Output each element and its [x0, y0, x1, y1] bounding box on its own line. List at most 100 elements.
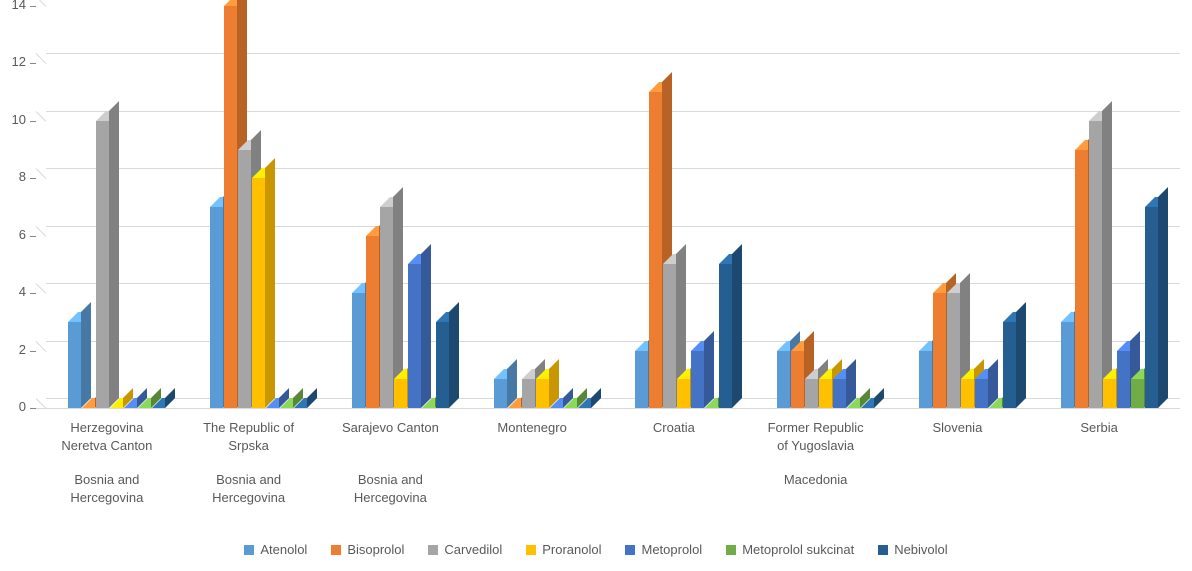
legend-item-carvedilol: Carvedilol: [428, 542, 502, 557]
legend-label: Metoprolol sukcinat: [742, 542, 854, 557]
y-tick: [30, 63, 36, 64]
bar-proranolol: [536, 379, 549, 408]
x-label-primary: Former Republic: [745, 420, 887, 436]
bar-side: [704, 331, 714, 408]
x-label-secondary: Hercegovina: [320, 490, 462, 506]
legend-item-metoprolol: Metoprolol: [625, 542, 702, 557]
x-label-secondary: Bosnia and: [36, 472, 178, 488]
y-tick: [30, 236, 36, 237]
gridline-depth: [36, 0, 47, 7]
bar-nebivolol: [436, 322, 449, 408]
bar-atenolol: [777, 351, 790, 408]
x-label-primary: Serbia: [1028, 420, 1170, 436]
y-axis-label: 2: [0, 342, 26, 357]
y-axis-label: 8: [0, 169, 26, 184]
bar-metoprolol: [691, 351, 704, 408]
bar-metoprolol: [975, 379, 988, 408]
bar-proranolol: [1103, 379, 1116, 408]
bar-carvedilol: [522, 379, 535, 408]
bar-atenolol: [494, 379, 507, 408]
floor-back-line: [36, 408, 1180, 409]
gridline-depth: [36, 54, 47, 65]
gridline-depth: [36, 226, 47, 237]
bar-carvedilol: [805, 379, 818, 408]
bar-proranolol: [677, 379, 690, 408]
bar-side: [165, 388, 175, 408]
legend-swatch: [526, 545, 536, 555]
bar-nebivolol: [1145, 207, 1158, 408]
x-label-primary: Herzegovina: [36, 420, 178, 436]
legend-item-met_sukc: Metoprolol sukcinat: [726, 542, 854, 557]
legend-label: Metoprolol: [641, 542, 702, 557]
bar-atenolol: [68, 322, 81, 408]
bar-nebivolol: [719, 264, 732, 408]
bar-proranolol: [394, 379, 407, 408]
y-axis-label: 10: [0, 112, 26, 127]
legend-label: Proranolol: [542, 542, 601, 557]
gridline-depth: [36, 168, 47, 179]
x-label-primary: Srpska: [178, 438, 320, 454]
legend-swatch: [428, 545, 438, 555]
y-tick: [30, 121, 36, 122]
legend-item-proranolol: Proranolol: [526, 542, 601, 557]
bar-bisoprolol: [933, 293, 946, 408]
bar-side: [1016, 302, 1026, 408]
bar-nebivolol: [1003, 322, 1016, 408]
bar-bisoprolol: [791, 351, 804, 408]
bar-atenolol: [352, 293, 365, 408]
bar-atenolol: [210, 207, 223, 408]
bar-carvedilol: [947, 293, 960, 408]
y-tick: [30, 178, 36, 179]
bar-bisoprolol: [1075, 150, 1088, 408]
gridline: [46, 111, 1180, 112]
bar-metoprolol: [408, 264, 421, 408]
bar-carvedilol: [663, 264, 676, 408]
bar-met_sukc: [1131, 379, 1144, 408]
bar-metoprolol: [833, 379, 846, 408]
x-label-primary: Neretva Canton: [36, 438, 178, 454]
x-label-primary: The Republic of: [178, 420, 320, 436]
bar-side: [732, 244, 742, 408]
bar-side: [449, 302, 459, 408]
gridline-depth: [36, 283, 47, 294]
bar-carvedilol: [238, 150, 251, 408]
y-axis-label: 14: [0, 0, 26, 12]
gridline: [46, 53, 1180, 54]
y-tick: [30, 351, 36, 352]
bar-bisoprolol: [366, 236, 379, 408]
bar-side: [1102, 101, 1112, 408]
legend-swatch: [244, 545, 254, 555]
legend-swatch: [331, 545, 341, 555]
bar-carvedilol: [380, 207, 393, 408]
x-label-primary: Slovenia: [887, 420, 1029, 436]
y-tick: [30, 6, 36, 7]
bar-side: [421, 244, 431, 408]
x-label-primary: Montenegro: [461, 420, 603, 436]
legend-item-bisoprolol: Bisoprolol: [331, 542, 404, 557]
y-axis-label: 12: [0, 54, 26, 69]
bar-atenolol: [919, 351, 932, 408]
bar-side: [265, 158, 275, 408]
gridline-depth: [36, 111, 47, 122]
bar-side: [109, 101, 119, 408]
x-label-primary: Sarajevo Canton: [320, 420, 462, 436]
bar-atenolol: [1061, 322, 1074, 408]
x-label-secondary: Bosnia and: [320, 472, 462, 488]
bar-side: [591, 388, 601, 408]
bar-side: [1158, 187, 1168, 408]
x-label-secondary: Hercegovina: [178, 490, 320, 506]
bar-side: [307, 388, 317, 408]
bar-proranolol: [961, 379, 974, 408]
legend-item-atenolol: Atenolol: [244, 542, 307, 557]
legend-swatch: [726, 545, 736, 555]
x-label-primary: of Yugoslavia: [745, 438, 887, 454]
bar-proranolol: [252, 178, 265, 408]
legend-label: Carvedilol: [444, 542, 502, 557]
legend-label: Bisoprolol: [347, 542, 404, 557]
gridline: [46, 168, 1180, 169]
bar-side: [874, 388, 884, 408]
x-label-primary: Croatia: [603, 420, 745, 436]
x-label-secondary: Hercegovina: [36, 490, 178, 506]
legend: Atenolol Bisoprolol Carvedilol Proranolol Me…: [0, 542, 1192, 557]
bar-metoprolol: [1117, 351, 1130, 408]
